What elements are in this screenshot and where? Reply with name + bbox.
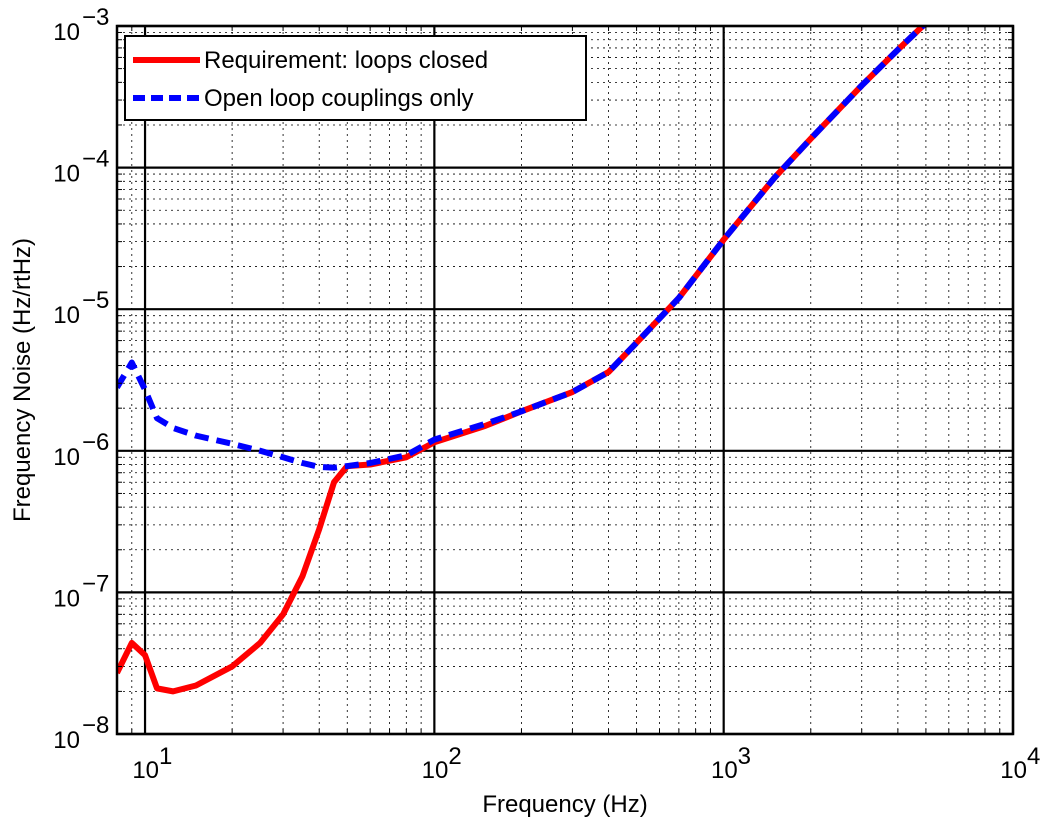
y-tick-label: 10 [53,19,80,46]
x-tick-label: 10 [711,757,738,784]
y-tick-label: 10 [53,585,80,612]
y-tick-exponent: −3 [82,4,109,31]
legend-label-open-loop: Open loop couplings only [204,85,474,112]
y-tick-label: 10 [53,444,80,471]
y-tick-exponent: −5 [82,287,109,314]
plot-area [117,26,1013,734]
y-tick-exponent: −4 [82,146,109,173]
x-axis-label: Frequency (Hz) [482,791,647,818]
y-tick-exponent: −7 [82,570,109,597]
series-layer [117,26,928,695]
y-tick-exponent: −8 [82,712,109,739]
legend-box [124,35,587,121]
x-tick-exponent: 4 [1027,743,1040,770]
plot-frame [115,24,1015,736]
y-tick-label: 10 [53,161,80,188]
x-tick-label: 10 [132,757,159,784]
y-tick-exponent: −6 [82,429,109,456]
y-axis-label: Frequency Noise (Hz/rtHz) [9,238,36,522]
x-tick-exponent: 2 [448,743,461,770]
legend-label-requirement: Requirement: loops closed [204,47,488,74]
x-tick-label: 10 [422,757,449,784]
x-tick-label: 10 [1000,757,1027,784]
x-tick-exponent: 1 [159,743,172,770]
y-tick-labels: 10−810−710−610−510−410−3 [53,4,109,754]
legend: Requirement: loops closed Open loop coup… [124,35,587,121]
x-tick-exponent: 3 [738,743,751,770]
series-line-open-loop [117,26,928,471]
y-tick-label: 10 [53,727,80,754]
y-tick-label: 10 [53,302,80,329]
tick-marks [116,26,1013,734]
minor-grid [116,26,1013,734]
